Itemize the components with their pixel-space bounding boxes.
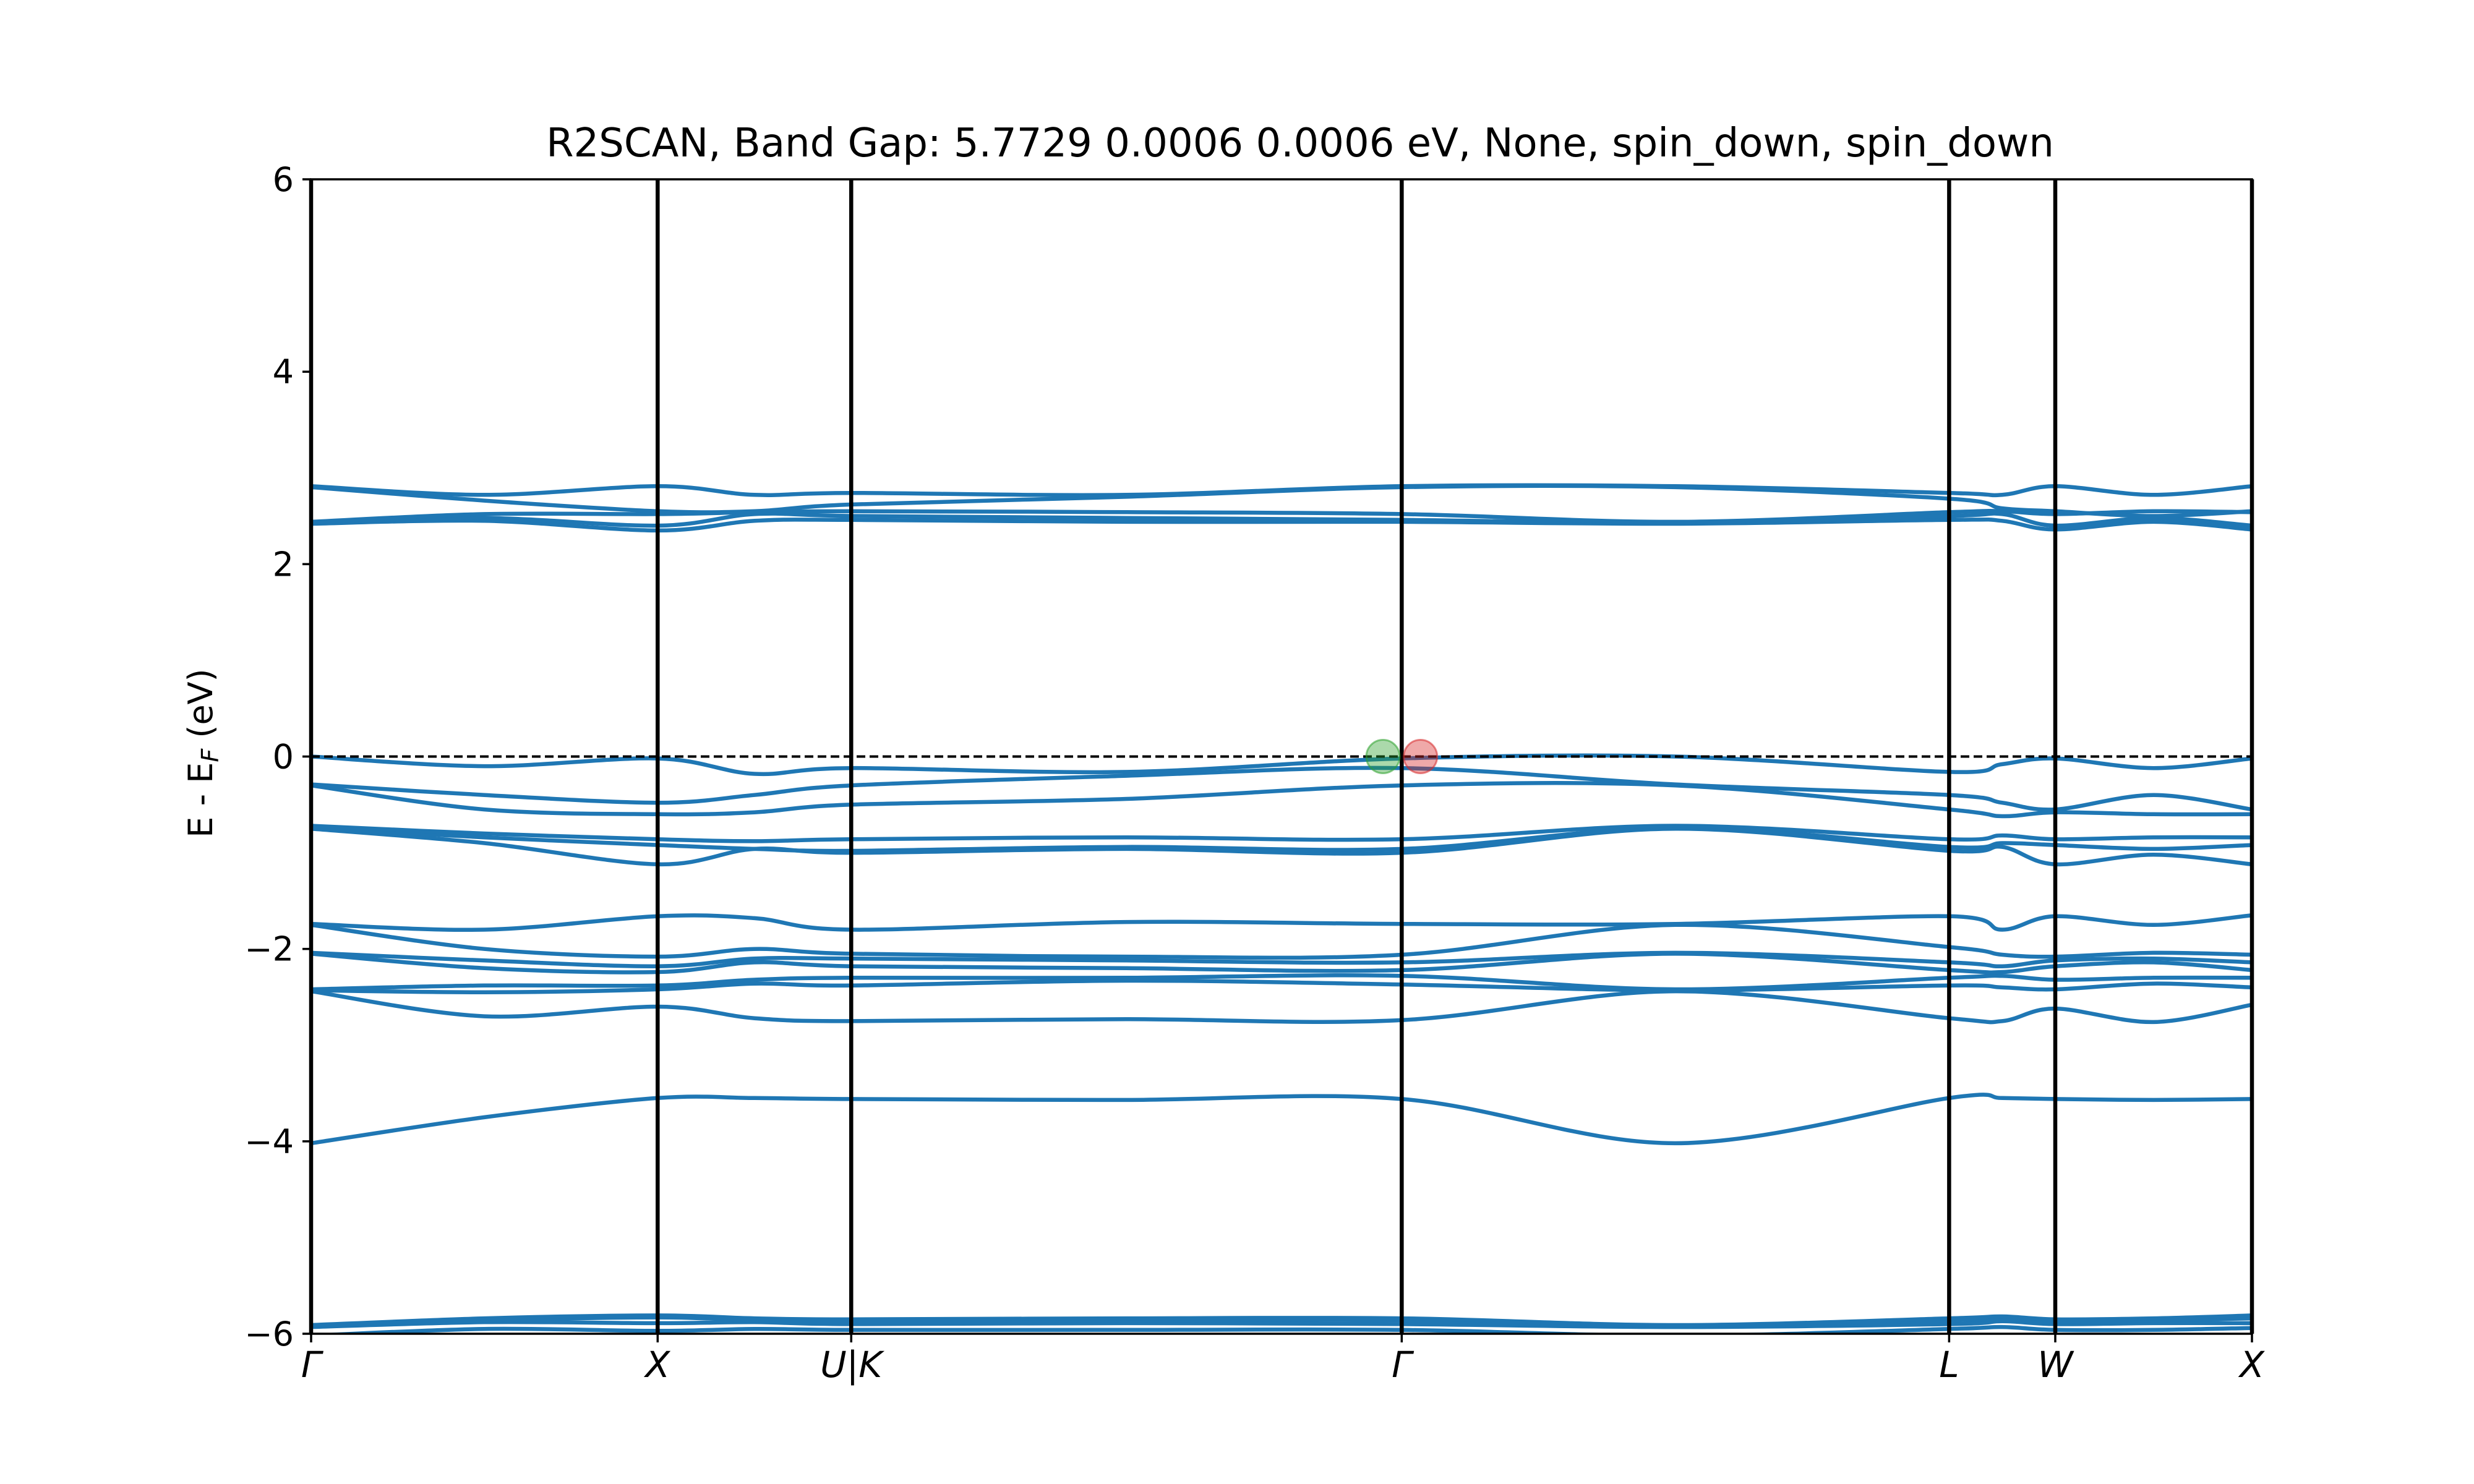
- y-axis-label-main: E - E: [181, 762, 220, 838]
- x-axis: Γ X U|K Γ L W X: [301, 1334, 2265, 1386]
- band-line-15: [311, 824, 2252, 843]
- chart-title: R2SCAN, Band Gap: 5.7729 0.0006 0.0006 e…: [546, 121, 2054, 166]
- band-line-2: [311, 1319, 2252, 1329]
- vbm-marker: [1365, 739, 1401, 774]
- k-point-label: U|K: [820, 1344, 884, 1386]
- band-line-23: [311, 483, 2252, 498]
- y-tick-label: 0: [273, 738, 294, 777]
- k-point-label: L: [1939, 1344, 1959, 1386]
- bands-layer: [311, 483, 2252, 1334]
- y-axis: −6 −4 −2 0 2 4 6: [244, 160, 311, 1354]
- k-point-label: X: [643, 1344, 670, 1386]
- y-axis-label: E - EF (eV): [181, 668, 224, 837]
- k-point-label: Γ: [301, 1344, 324, 1386]
- y-tick-label: −2: [244, 930, 294, 969]
- cbm-marker: [1403, 739, 1439, 774]
- y-tick-label: 6: [273, 160, 294, 199]
- band-line-5: [311, 1093, 2252, 1146]
- k-point-label: X: [2238, 1344, 2265, 1386]
- band-edge-markers: [1365, 739, 1439, 774]
- band-line-11: [311, 923, 2252, 960]
- y-axis-label-subscript: F: [197, 748, 224, 762]
- y-tick-label: 2: [273, 545, 294, 584]
- k-point-label: W: [2037, 1344, 2074, 1386]
- k-point-label: Γ: [1392, 1344, 1415, 1386]
- y-tick-label: −6: [244, 1315, 294, 1354]
- y-axis-label-unit: (eV): [181, 668, 220, 748]
- y-tick-label: −4: [244, 1122, 294, 1161]
- band-line-17: [311, 765, 2252, 812]
- y-tick-label: 4: [273, 352, 294, 391]
- band-line-6: [311, 989, 2252, 1025]
- band-line-12: [311, 913, 2252, 932]
